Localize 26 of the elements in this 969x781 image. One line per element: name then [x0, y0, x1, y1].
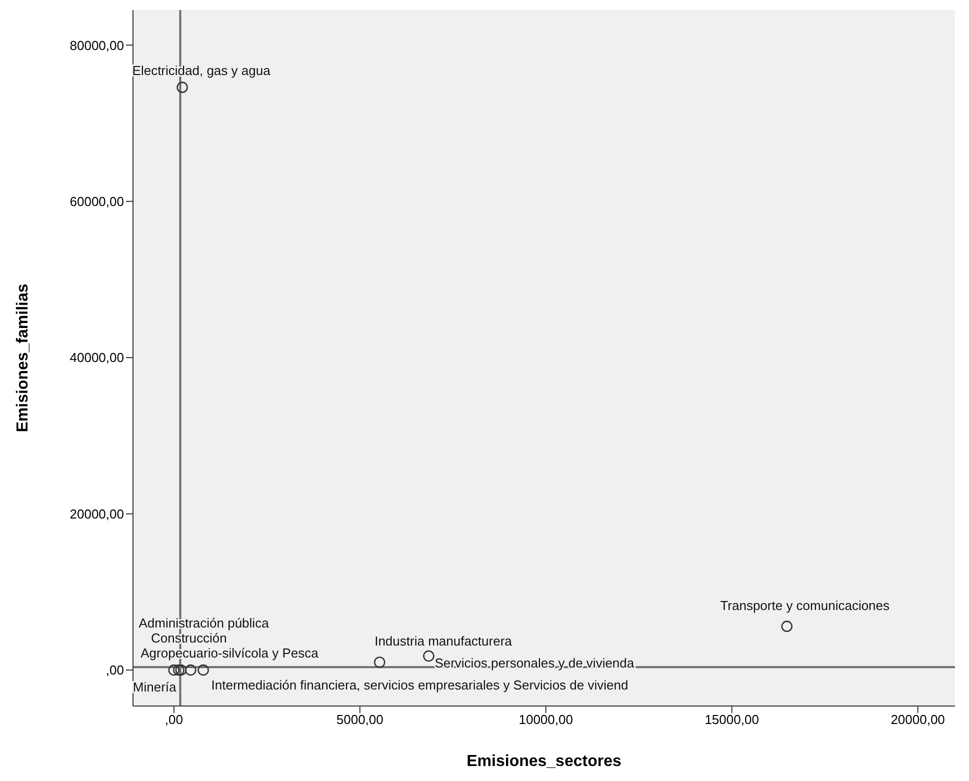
y-tick-label: 60000,00	[70, 194, 124, 209]
x-axis-title: Emisiones_sectores	[466, 753, 622, 770]
point	[176, 82, 188, 93]
point	[185, 664, 196, 676]
y-axis-title: Emisiones_familias	[14, 284, 32, 432]
x-tick-label: 10000,00	[518, 712, 573, 728]
data-label: Transporte y comunicaciones	[720, 598, 890, 613]
data-label: Industria manufacturera	[374, 634, 513, 649]
data-label: Intermediación financiera, servicios empresariales y Servicios de viviend	[211, 678, 628, 693]
point	[374, 656, 386, 668]
data-label: Minería	[132, 680, 178, 695]
point	[168, 664, 180, 676]
point	[423, 650, 434, 662]
x-tick-label: 15000,00	[704, 712, 759, 728]
y-tick-label: 40000,00	[70, 350, 124, 366]
y-tick-label: 80000,00	[70, 38, 124, 53]
point	[175, 664, 187, 676]
data-label: Servicios personales y de vivienda	[434, 655, 635, 670]
y-tick-label: 20000,00	[70, 506, 124, 522]
point	[173, 664, 184, 676]
x-tick-label: 5000,00	[336, 712, 384, 728]
point	[198, 664, 209, 676]
x-tick-label: ,00	[164, 712, 183, 728]
y-tick-label: ,00	[106, 662, 124, 678]
x-tick-label: 20000,00	[890, 712, 945, 728]
point	[781, 620, 793, 632]
